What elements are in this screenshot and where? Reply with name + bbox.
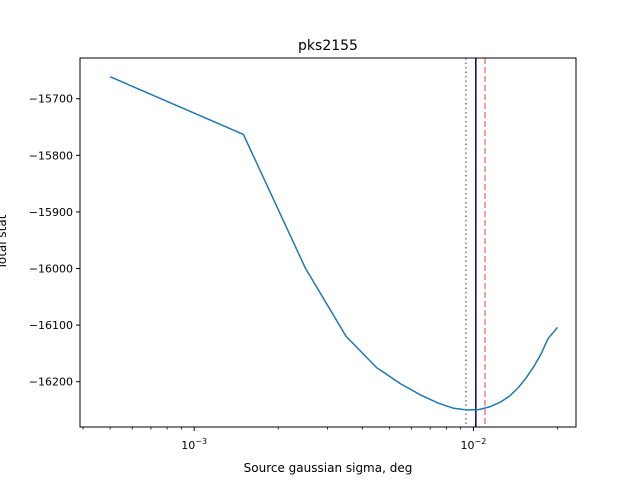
- plot-area: [109, 58, 559, 427]
- y-tick-label: −15700: [29, 93, 73, 106]
- axis-ticks: −15700 −15800 −15900 −16000 −16100 −16200 10−3…: [29, 93, 558, 452]
- x-tick-label: 10−2: [461, 437, 487, 452]
- axes-frame: [79, 57, 577, 428]
- y-tick-label: −16200: [29, 376, 73, 389]
- y-tick-label: −16100: [29, 319, 73, 332]
- x-axis-label: Source gaussian sigma, deg: [244, 461, 413, 475]
- y-tick-label: −16000: [29, 263, 73, 276]
- chart-title: pks2155: [298, 38, 358, 54]
- y-tick-label: −15800: [29, 149, 73, 162]
- x-tick-label: 10−3: [181, 437, 207, 452]
- y-axis-label: Total stat: [0, 214, 9, 270]
- series-line: [109, 76, 559, 411]
- y-tick-label: −15900: [29, 206, 73, 219]
